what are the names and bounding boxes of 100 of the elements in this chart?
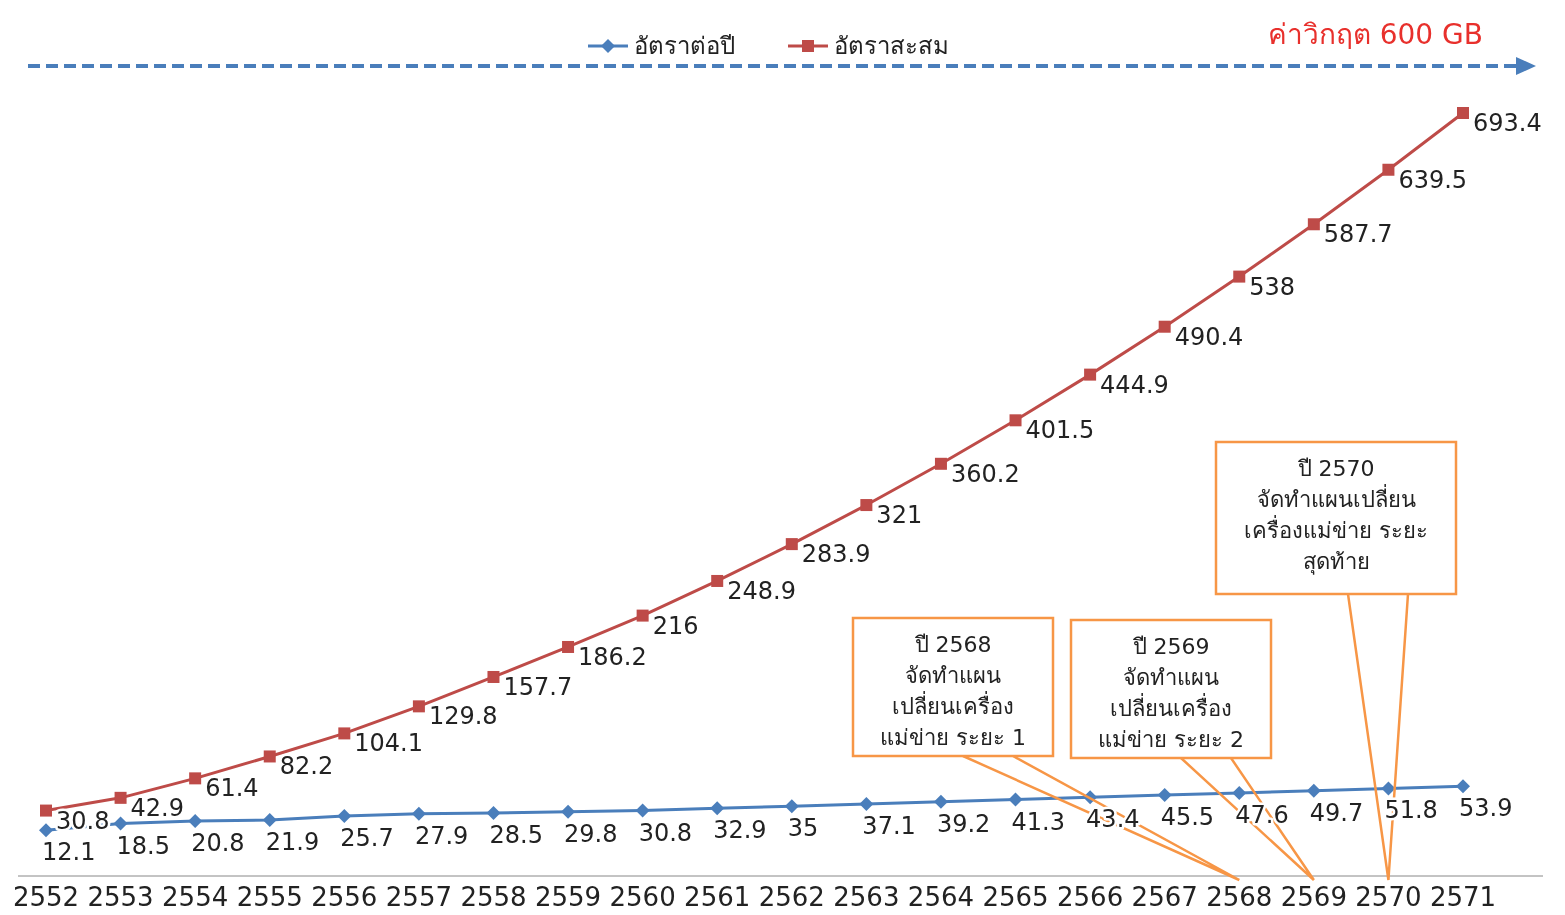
x-tick-label: 2560 — [609, 882, 676, 912]
point — [262, 812, 277, 827]
point — [933, 794, 948, 809]
data-label: 25.7 — [340, 823, 394, 852]
point — [412, 700, 425, 713]
data-label: 490.4 — [1174, 322, 1244, 351]
data-label: 53.9 — [1459, 794, 1513, 823]
point — [785, 538, 798, 551]
x-tick-label: 2562 — [758, 882, 825, 912]
annotation: ปี 2568 จัดทำแผน เปลี่ยนเครื่อง แม่ข่าย ระยะ 1 — [880, 632, 1026, 750]
point — [635, 803, 650, 818]
data-label: 20.8 — [191, 829, 245, 858]
annotation: ปี 2570 จัดทำแผนเปลี่ยน เครื่องแม่ข่าย ระยะ สุดท้าย — [1244, 456, 1428, 575]
point — [1233, 270, 1246, 283]
x-tick-label: 2558 — [460, 882, 527, 912]
data-label: 639.5 — [1398, 165, 1468, 194]
x-tick-label: 2565 — [982, 882, 1049, 912]
data-label: 283.9 — [801, 540, 871, 569]
data-label: 157.7 — [503, 672, 573, 701]
data-label: 32.9 — [713, 816, 767, 845]
point — [1306, 783, 1321, 798]
point — [562, 640, 575, 653]
x-tick-label: 2556 — [311, 882, 378, 912]
point — [934, 457, 947, 470]
x-tick-label: 2554 — [162, 882, 229, 912]
data-label: 21.9 — [265, 827, 320, 856]
data-label: 49.7 — [1309, 798, 1364, 827]
data-label: 104.1 — [354, 729, 424, 758]
point — [710, 801, 725, 816]
data-label: 41.3 — [1011, 807, 1065, 836]
x-tick-label: 2559 — [534, 882, 602, 912]
point — [636, 609, 649, 622]
data-label: 30.8 — [638, 818, 693, 847]
point — [1457, 107, 1469, 119]
data-label: 321 — [876, 501, 923, 530]
x-tick-label: 2569 — [1280, 882, 1347, 912]
x-tick-label: 2571 — [1429, 882, 1497, 912]
x-tick-label: 2561 — [684, 882, 751, 912]
data-label: 186.2 — [578, 642, 647, 671]
data-label: 129.8 — [428, 702, 498, 731]
x-tick-label: 2567 — [1131, 882, 1198, 912]
data-label: 587.7 — [1323, 220, 1393, 249]
x-tick-label: 2552 — [12, 882, 80, 912]
data-label: 216 — [652, 611, 699, 640]
legend-label: อัตราสะสม — [834, 32, 949, 60]
point — [40, 804, 52, 817]
data-label: 27.9 — [414, 821, 469, 850]
data-label: 248.9 — [727, 576, 796, 605]
data-label: 29.8 — [564, 819, 618, 848]
point — [1307, 218, 1320, 231]
x-tick-label: 2557 — [385, 882, 452, 912]
data-label: 401.5 — [1025, 416, 1095, 445]
point — [411, 806, 426, 821]
point — [1157, 788, 1172, 803]
data-label: 18.5 — [116, 831, 171, 860]
x-tick-label: 2555 — [236, 882, 303, 912]
data-label: 42.9 — [130, 793, 185, 822]
data-label: 82.2 — [279, 752, 334, 781]
x-tick-label: 2564 — [907, 882, 975, 912]
legend-label: อัตราต่อปี — [634, 32, 735, 60]
point — [263, 750, 276, 763]
x-tick-label: 2570 — [1355, 882, 1422, 912]
point — [113, 816, 128, 831]
point — [1456, 779, 1470, 794]
point — [1382, 163, 1395, 176]
text: ค่าวิกฤต 600 GB — [1267, 18, 1483, 51]
point — [860, 499, 873, 512]
point — [784, 799, 799, 814]
point — [337, 808, 352, 823]
data-label: 39.2 — [936, 809, 991, 838]
data-label: 61.4 — [205, 774, 259, 803]
point — [859, 796, 874, 811]
data-label: 12.1 — [42, 838, 96, 867]
data-label: 693.4 — [1473, 109, 1542, 137]
x-tick-label: 2568 — [1206, 882, 1273, 912]
data-label: 360.2 — [950, 459, 1020, 488]
data-label: 35 — [787, 814, 819, 843]
point — [1381, 781, 1396, 796]
x-tick-label: 2563 — [833, 882, 900, 912]
data-label: 28.5 — [489, 821, 543, 849]
point — [486, 806, 501, 820]
point — [189, 772, 202, 785]
point — [1158, 320, 1171, 333]
point — [1009, 414, 1022, 427]
point — [39, 823, 53, 838]
data-label: 444.9 — [1100, 370, 1169, 399]
x-tick-label: 2553 — [87, 882, 154, 912]
point — [1084, 368, 1097, 381]
point — [1232, 785, 1247, 800]
point — [188, 814, 203, 829]
point — [711, 574, 724, 587]
point — [338, 727, 351, 740]
point — [561, 804, 576, 819]
x-tick-label: 2566 — [1057, 882, 1124, 912]
data-label: 45.5 — [1160, 803, 1215, 832]
data-label: 538 — [1249, 272, 1296, 301]
point — [1008, 792, 1023, 807]
point — [114, 791, 127, 804]
point — [487, 670, 500, 683]
data-label: 37.1 — [862, 811, 916, 840]
